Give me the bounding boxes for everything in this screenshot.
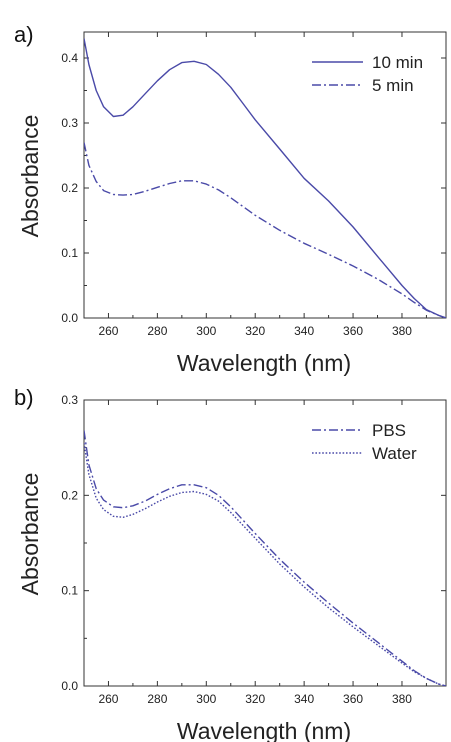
series-line-water (84, 442, 446, 686)
y-tick-label-a: 0.0 (61, 311, 78, 325)
x-tick-label-b: 360 (343, 692, 363, 706)
x-tick-label-b: 320 (245, 692, 265, 706)
plot-frame-a (83, 31, 447, 319)
panel-b: b) 260 280 300 320 340 360 380 0.0 0.1 0.2 0.3 PBS W… (14, 385, 447, 742)
x-tick-label-a: 300 (196, 324, 216, 338)
x-tick-label-a: 320 (245, 324, 265, 338)
legend-label-water: Water (372, 444, 417, 463)
x-tick-label-a: 340 (294, 324, 314, 338)
y-tick-label-a: 0.2 (61, 181, 78, 195)
x-tick-label-b: 280 (147, 692, 167, 706)
panel-label-b: b) (14, 385, 34, 410)
y-tick-label-a: 0.3 (61, 116, 78, 130)
series-line-10-min (84, 38, 446, 318)
y-tick-label-a: 0.1 (61, 246, 78, 260)
y-tick-label-b: 0.0 (61, 679, 78, 693)
plot-frame-b (83, 399, 447, 687)
x-tick-label-a: 360 (343, 324, 363, 338)
x-axis-title-a: Wavelength (nm) (177, 350, 351, 376)
x-axis-title-b: Wavelength (nm) (177, 718, 351, 742)
x-tick-label-b: 380 (392, 692, 412, 706)
series-line-5-min (84, 142, 446, 318)
legend-label-5-min: 5 min (372, 76, 414, 95)
x-tick-label-b: 340 (294, 692, 314, 706)
panel-label-a: a) (14, 22, 34, 47)
y-tick-label-b: 0.2 (61, 488, 78, 502)
legend-label-10-min: 10 min (372, 53, 423, 72)
panel-a: a) 260 280 300 320 340 360 380 0.0 0.1 0.2 0.3 0.4 1… (14, 22, 447, 376)
x-tick-label-a: 280 (147, 324, 167, 338)
y-tick-label-b: 0.3 (61, 393, 78, 407)
legend-label-pbs: PBS (372, 421, 406, 440)
y-tick-label-a: 0.4 (61, 51, 78, 65)
y-axis-title-b: Absorbance (17, 473, 43, 596)
plot-area-b: 260 280 300 320 340 360 380 0.0 0.1 0.2 0.3 PBS Wate… (61, 393, 447, 706)
x-tick-label-b: 260 (98, 692, 118, 706)
y-axis-title-a: Absorbance (17, 115, 43, 238)
x-tick-label-a: 380 (392, 324, 412, 338)
series-line-pbs (84, 430, 446, 686)
x-tick-label-a: 260 (98, 324, 118, 338)
x-tick-label-b: 300 (196, 692, 216, 706)
y-tick-label-b: 0.1 (61, 584, 78, 598)
plot-area-a: 260 280 300 320 340 360 380 0.0 0.1 0.2 0.3 0.4 10 m… (61, 31, 447, 338)
